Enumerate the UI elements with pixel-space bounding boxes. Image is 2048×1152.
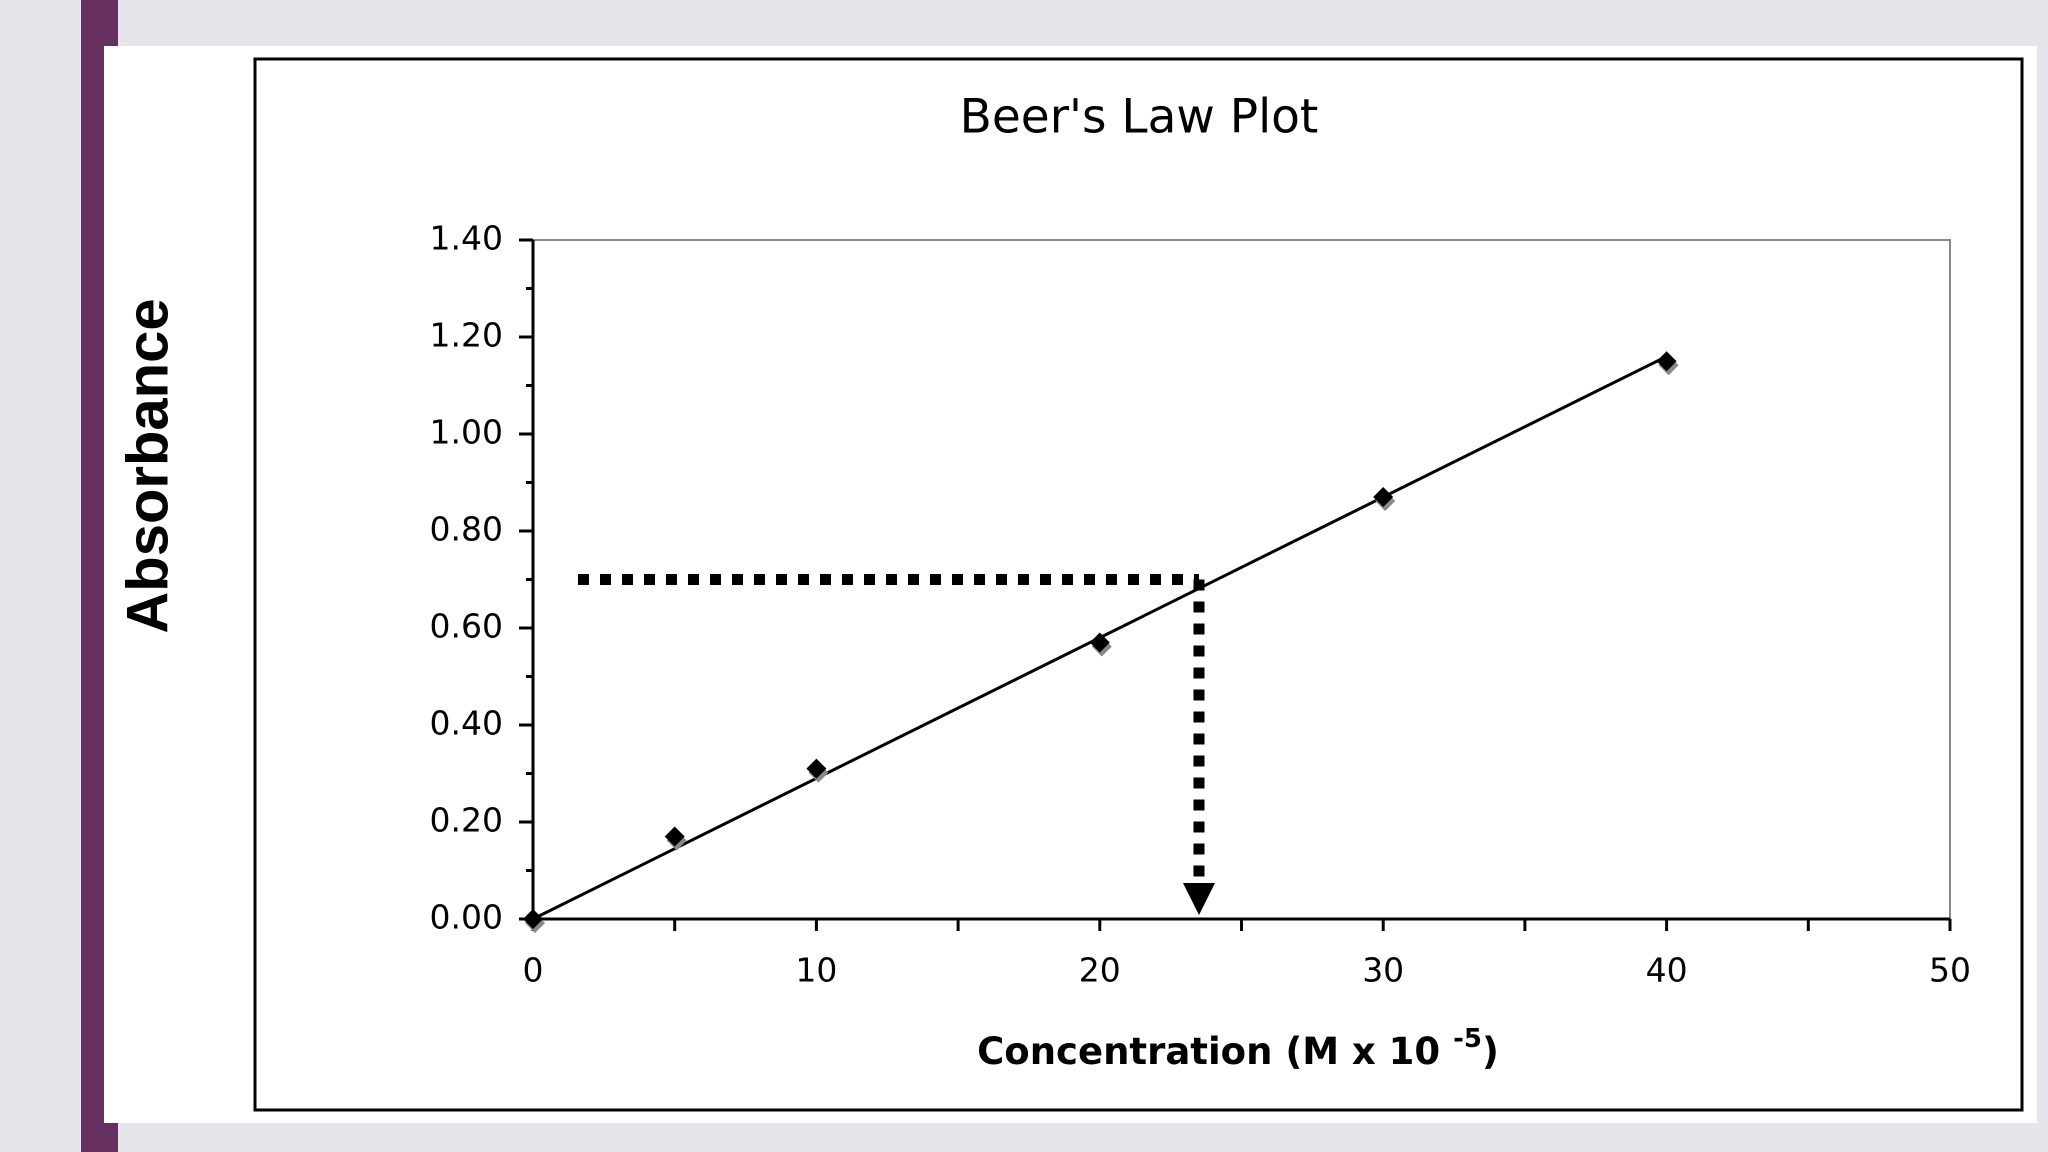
x-tick-label: 40 (1646, 951, 1688, 990)
y-tick-label: 1.40 (430, 219, 503, 258)
y-tick-label: 0.20 (430, 801, 503, 840)
x-tick-label: 20 (1079, 951, 1121, 990)
x-axis-label: Concentration (M x 10 -5) (977, 1024, 1499, 1073)
x-tick-label: 50 (1929, 951, 1971, 990)
x-tick-label: 30 (1362, 951, 1404, 990)
point (806, 758, 827, 779)
x-tick-label: 10 (795, 951, 837, 990)
x-tick-label: 0 (523, 951, 544, 990)
x-axis-label-sup: -5 (1453, 1024, 1482, 1054)
y-axis-label: Absorbance (115, 298, 180, 633)
x-axis-label-text: Concentration (M x 10 (977, 1030, 1453, 1073)
reading-arrow (1182, 883, 1215, 915)
y-tick-label: 1.20 (430, 316, 503, 355)
chart-title: Beer's Law Plot (960, 90, 1319, 145)
chart-frame (253, 57, 2024, 1112)
y-tick-label: 0.00 (430, 898, 503, 937)
y-tick-label: 0.40 (430, 704, 503, 743)
x-axis-label-end: ) (1482, 1030, 1499, 1073)
point (1656, 351, 1677, 372)
point (523, 909, 543, 929)
point (664, 826, 685, 847)
point (1373, 487, 1394, 508)
y-tick-label: 0.60 (430, 607, 503, 646)
point (1089, 632, 1110, 653)
y-tick-label: 0.80 (430, 510, 503, 549)
y-tick-label: 1.00 (430, 413, 503, 452)
